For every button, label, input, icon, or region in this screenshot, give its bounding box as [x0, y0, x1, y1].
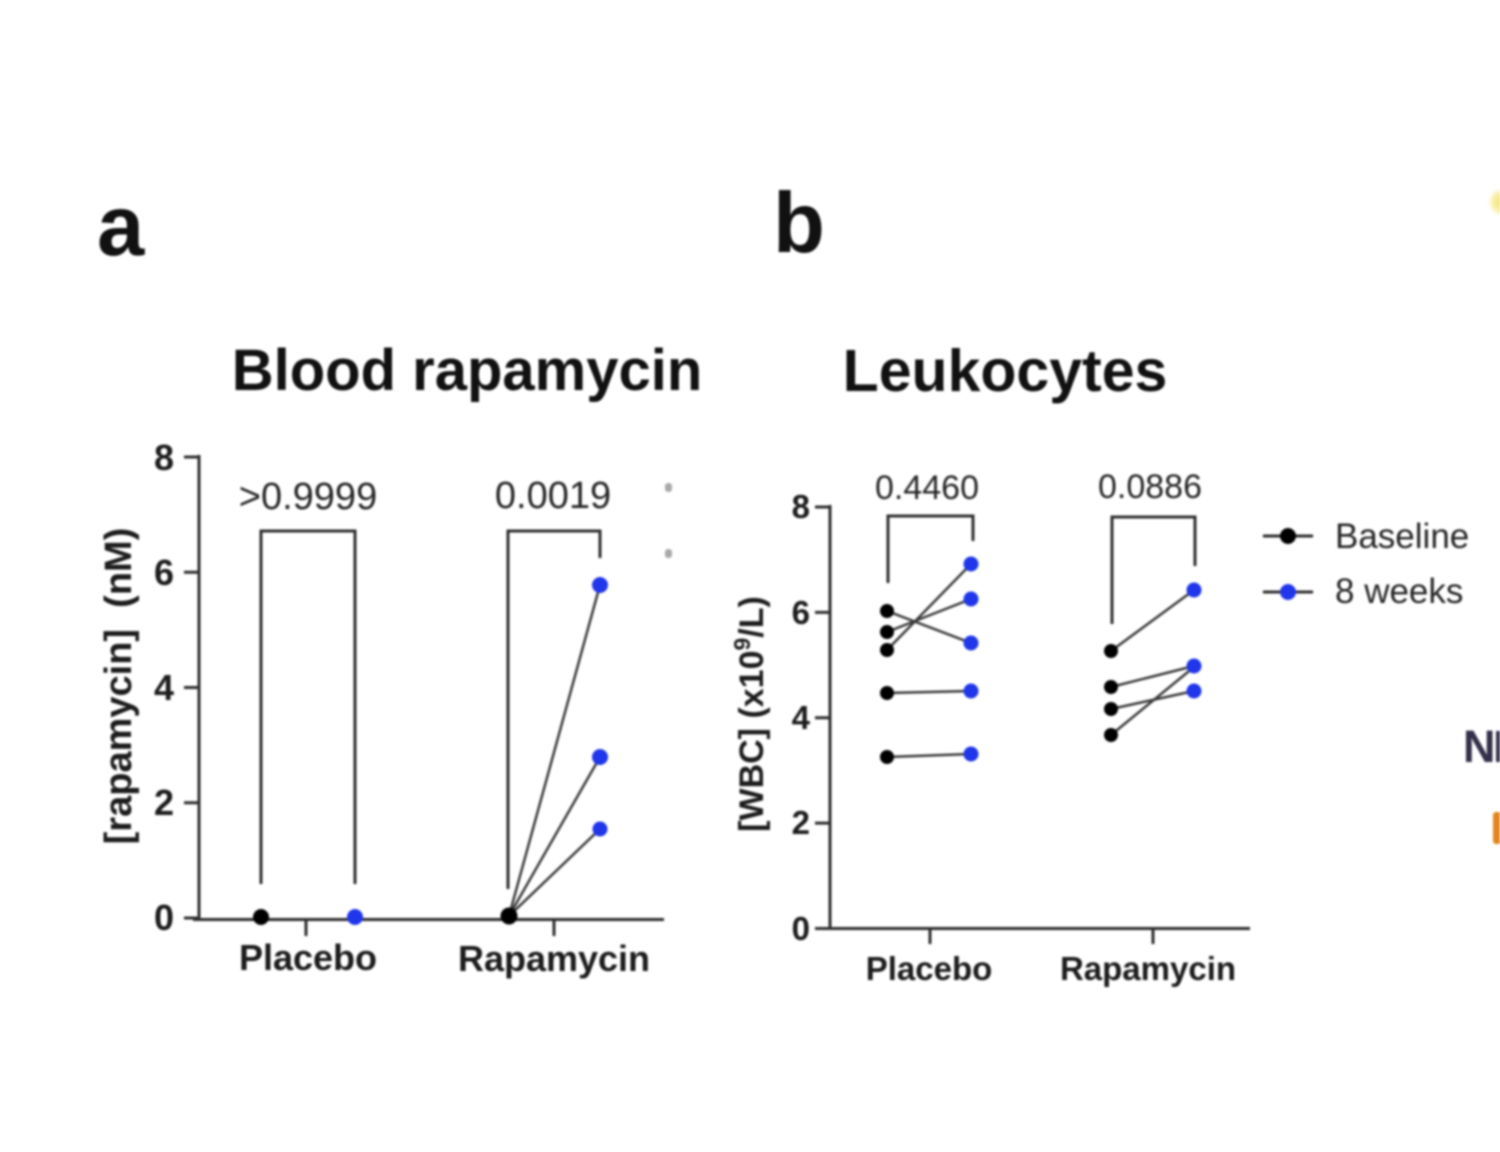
svg-text:Blood rapamycin: Blood rapamycin	[232, 338, 703, 403]
svg-text:N: N	[1463, 721, 1496, 772]
svg-text:b: b	[773, 176, 825, 271]
svg-text:Placebo: Placebo	[239, 937, 377, 978]
svg-text:>0.9999: >0.9999	[239, 476, 377, 518]
svg-text:8 weeks: 8 weeks	[1335, 572, 1463, 611]
svg-text:[WBC] (x109/L): [WBC] (x109/L)	[729, 596, 771, 832]
svg-text:0: 0	[792, 910, 810, 947]
svg-text:4: 4	[792, 699, 811, 736]
svg-text:a: a	[97, 179, 145, 274]
svg-text:Rapamycin: Rapamycin	[458, 938, 650, 979]
svg-text:4: 4	[154, 667, 174, 708]
svg-text:Rapamycin: Rapamycin	[1060, 950, 1236, 987]
svg-text:8: 8	[792, 488, 810, 525]
svg-text:[rapamycin] (nM): [rapamycin] (nM)	[98, 528, 140, 845]
svg-text:Baseline: Baseline	[1335, 517, 1469, 556]
svg-text:8: 8	[154, 437, 174, 478]
svg-text:0.0019: 0.0019	[495, 475, 611, 517]
svg-text:0.4460: 0.4460	[875, 469, 979, 507]
svg-text:2: 2	[154, 782, 174, 823]
svg-text:6: 6	[792, 594, 810, 631]
svg-text:0.0886: 0.0886	[1098, 468, 1202, 506]
svg-text:6: 6	[154, 552, 174, 593]
svg-text:2: 2	[792, 804, 810, 841]
svg-text:Placebo: Placebo	[866, 950, 993, 987]
svg-text:0: 0	[154, 897, 174, 938]
svg-text:Leukocytes: Leukocytes	[843, 338, 1168, 404]
